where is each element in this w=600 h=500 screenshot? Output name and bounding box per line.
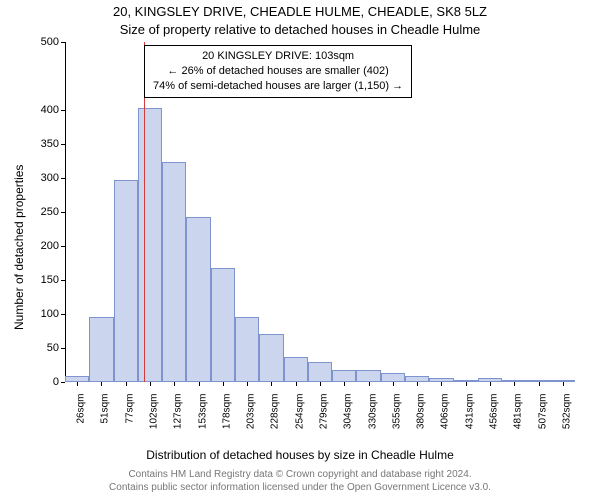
xtick-label: 304sqm [343,394,354,430]
ytick-label: 250 [41,206,59,218]
ytick-mark [61,348,65,349]
ytick-label: 500 [41,36,59,48]
xtick-label: 532sqm [561,394,572,430]
histogram-bar [259,334,283,382]
x-axis-label: Distribution of detached houses by size … [0,448,600,462]
xtick-label: 355sqm [391,394,402,430]
xtick-mark [223,382,224,386]
ytick-mark [61,178,65,179]
histogram-bar [114,180,138,382]
xtick-mark [369,382,370,386]
info-line-2: ← 26% of detached houses are smaller (40… [153,64,403,79]
histogram-bar [284,357,308,382]
xtick-mark [320,382,321,386]
summary-info-box: 20 KINGSLEY DRIVE: 103sqm← 26% of detach… [144,45,412,98]
ytick-mark [61,144,65,145]
ytick-label: 0 [53,376,59,388]
xtick-mark [539,382,540,386]
footer-line-2: Contains public sector information licen… [0,481,600,494]
histogram-bar [308,362,332,382]
xtick-mark [466,382,467,386]
xtick-label: 456sqm [489,394,500,430]
xtick-label: 431sqm [464,394,475,430]
ytick-label: 50 [47,342,59,354]
xtick-mark [441,382,442,386]
xtick-label: 203sqm [246,394,257,430]
xtick-mark [199,382,200,386]
info-line-3: 74% of semi-detached houses are larger (… [153,79,403,94]
xtick-mark [174,382,175,386]
xtick-label: 127sqm [173,394,184,430]
ytick-label: 100 [41,308,59,320]
ytick-mark [61,212,65,213]
xtick-label: 330sqm [367,394,378,430]
ytick-label: 200 [41,240,59,252]
xtick-label: 102sqm [149,394,160,430]
xtick-mark [296,382,297,386]
xtick-label: 254sqm [294,394,305,430]
xtick-mark [247,382,248,386]
ytick-mark [61,280,65,281]
histogram-bar [381,373,405,382]
xtick-label: 507sqm [537,394,548,430]
xtick-mark [77,382,78,386]
histogram-bar [332,370,356,382]
histogram-bar [138,108,162,382]
xtick-label: 26sqm [76,394,87,424]
histogram-bar [162,162,186,382]
xtick-label: 380sqm [416,394,427,430]
xtick-mark [101,382,102,386]
ytick-mark [61,314,65,315]
xtick-label: 228sqm [270,394,281,430]
ytick-mark [61,382,65,383]
y-axis-label: Number of detached properties [12,165,26,330]
xtick-mark [344,382,345,386]
xtick-mark [126,382,127,386]
ytick-mark [61,42,65,43]
ytick-label: 400 [41,104,59,116]
xtick-label: 481sqm [513,394,524,430]
xtick-mark [271,382,272,386]
xtick-mark [490,382,491,386]
subtitle: Size of property relative to detached ho… [0,22,600,37]
xtick-label: 279sqm [319,394,330,430]
xtick-mark [563,382,564,386]
info-line-1: 20 KINGSLEY DRIVE: 103sqm [153,49,403,64]
xtick-mark [514,382,515,386]
ytick-label: 150 [41,274,59,286]
xtick-label: 178sqm [221,394,232,430]
histogram-bar [211,268,235,382]
histogram-bar [235,317,259,382]
xtick-mark [150,382,151,386]
xtick-mark [417,382,418,386]
histogram-bar [356,370,380,382]
ytick-mark [61,246,65,247]
attribution-footer: Contains HM Land Registry data © Crown c… [0,468,600,494]
ytick-label: 300 [41,172,59,184]
histogram-bar [186,217,210,382]
chart-area: 05010015020025030035040050026sqm51sqm77s… [65,42,575,382]
y-axis-line [65,42,66,382]
xtick-mark [393,382,394,386]
ytick-label: 350 [41,138,59,150]
title-line-1: 20, KINGSLEY DRIVE, CHEADLE HULME, CHEAD… [0,4,600,19]
xtick-label: 51sqm [100,394,111,424]
xtick-label: 406sqm [440,394,451,430]
xtick-label: 77sqm [124,394,135,424]
histogram-bar [89,317,113,382]
footer-line-1: Contains HM Land Registry data © Crown c… [0,468,600,481]
xtick-label: 153sqm [197,394,208,430]
ytick-mark [61,110,65,111]
